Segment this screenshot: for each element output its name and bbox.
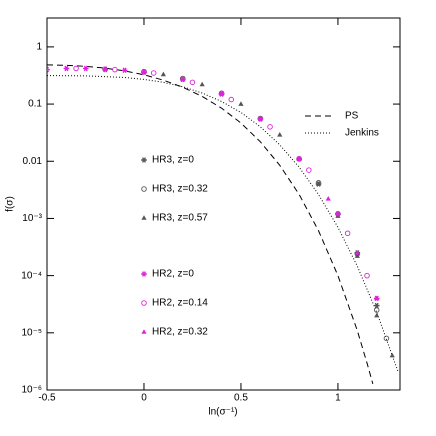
marker — [364, 272, 370, 279]
x-tick-label: 1 — [335, 393, 341, 404]
y-tick-label: 10⁻⁵ — [21, 327, 42, 338]
legend-marker — [141, 215, 147, 220]
marker — [218, 91, 225, 96]
marker — [267, 124, 273, 130]
marker — [228, 96, 235, 103]
marker — [335, 211, 341, 217]
plot-area — [47, 64, 399, 385]
marker — [160, 71, 166, 77]
y-tick-label: 1 — [36, 42, 42, 53]
marker — [315, 181, 322, 186]
marker — [374, 312, 380, 318]
legend-label: HR3, z=0.57 — [152, 213, 208, 224]
marker — [306, 167, 312, 173]
legend-label: Jenkins — [345, 128, 379, 139]
marker — [121, 67, 128, 74]
legend-marker — [141, 300, 147, 306]
marker — [180, 76, 186, 82]
x-tick-label: 0 — [141, 393, 147, 404]
marker — [296, 156, 302, 161]
marker — [277, 132, 283, 137]
marker — [373, 307, 380, 313]
legend-marker — [141, 271, 147, 277]
marker — [344, 230, 351, 237]
legend-label: HR3, z=0 — [152, 155, 194, 166]
marker — [354, 250, 360, 255]
marker — [189, 79, 196, 86]
line — [47, 75, 399, 372]
marker — [73, 65, 79, 72]
legend-label: HR2, z=0.32 — [152, 327, 208, 338]
marker — [335, 213, 341, 218]
legend-label: PS — [345, 111, 359, 122]
plot-frame — [46, 17, 401, 391]
legend-label: HR3, z=0.32 — [152, 184, 208, 195]
y-tick-label: 10⁻⁴ — [21, 270, 42, 281]
legend-marker — [141, 329, 147, 334]
marker — [199, 81, 205, 87]
marker — [238, 101, 244, 106]
marker — [389, 352, 395, 358]
y-tick-label: 0.01 — [23, 156, 43, 167]
marker — [373, 302, 380, 309]
marker — [47, 66, 50, 73]
marker — [257, 116, 263, 121]
y-tick-label: 10⁻³ — [22, 213, 42, 224]
y-tick-label: 10⁻⁶ — [21, 385, 42, 396]
marker — [354, 253, 360, 258]
legend-marker — [141, 186, 147, 192]
marker — [141, 69, 147, 75]
legend-marker — [141, 157, 147, 163]
legend-label: HR2, z=0 — [152, 269, 194, 280]
y-axis-label: f(σ) — [5, 196, 16, 212]
marker — [383, 335, 390, 342]
marker — [112, 66, 118, 73]
marker — [82, 65, 89, 72]
marker — [102, 66, 108, 71]
marker — [325, 196, 331, 201]
line — [47, 64, 374, 385]
y-tick-label: 0.1 — [28, 99, 42, 110]
marker — [150, 70, 157, 76]
x-axis-label: ln(σ⁻¹) — [208, 407, 237, 418]
marker — [374, 295, 380, 301]
legend-label: HR2, z=0.14 — [152, 298, 208, 309]
x-tick-label: -0.5 — [38, 393, 56, 404]
x-tick-label: 0.5 — [234, 393, 248, 404]
marker — [63, 65, 70, 72]
